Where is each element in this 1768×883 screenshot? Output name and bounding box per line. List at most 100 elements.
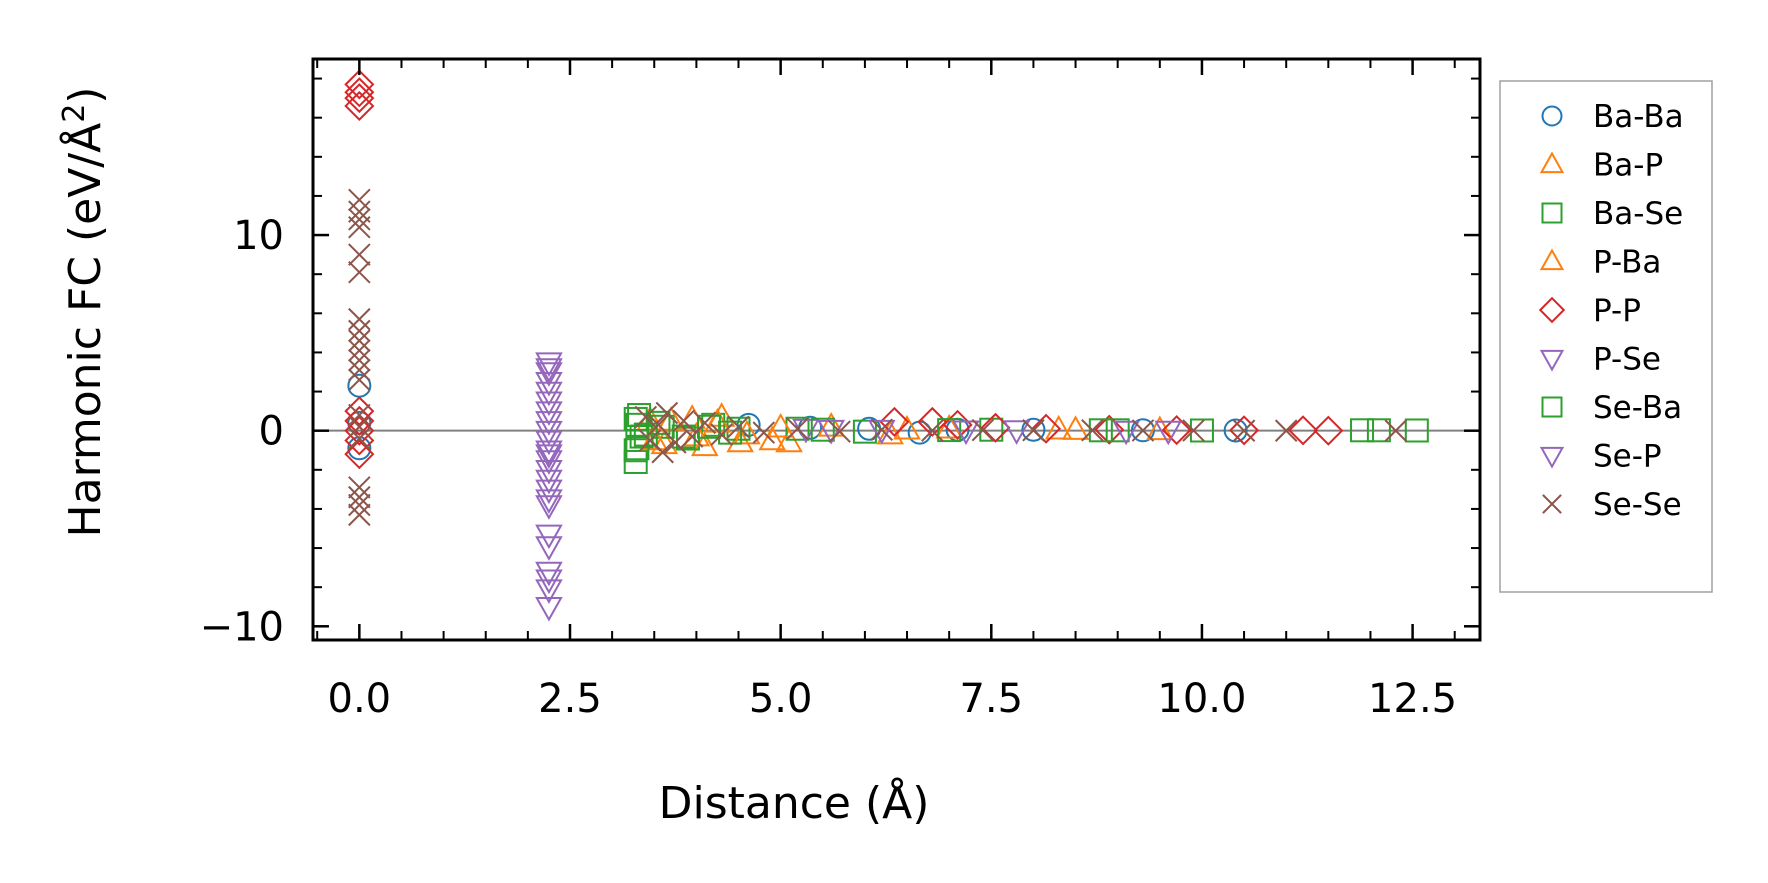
legend-label: Se-P [1593, 439, 1662, 475]
data-point [535, 444, 563, 469]
data-point [752, 421, 776, 444]
data-point [710, 423, 733, 446]
data-point [625, 436, 650, 461]
data-point [664, 431, 687, 454]
data-point [348, 307, 371, 331]
legend-marker [1541, 396, 1563, 418]
data-point [344, 439, 375, 470]
legend-marker [1542, 494, 1562, 514]
legend: Ba-Ba Ba-P Ba-Se P-Ba P-P P-Se Se-Ba Se-P Se-Se [1499, 80, 1713, 593]
data-point [727, 415, 750, 439]
data-point [785, 416, 810, 441]
data-point [672, 409, 696, 433]
series-se-se [348, 188, 1408, 527]
data-point [535, 536, 563, 561]
legend-label: Ba-Ba [1593, 99, 1684, 135]
data-point [1021, 417, 1046, 442]
legend-label: P-P [1593, 293, 1641, 329]
series-se-p [535, 358, 1140, 514]
data-point [348, 260, 371, 284]
data-point [786, 417, 809, 440]
data-point [646, 410, 671, 435]
data-point [344, 69, 375, 100]
legend-marker [1538, 296, 1566, 324]
data-point [1223, 418, 1248, 443]
y-tick-labels: −10 0 10 [200, 213, 284, 650]
data-point [651, 440, 674, 464]
data-point [1061, 415, 1090, 440]
data-point [535, 579, 563, 604]
legend-label: P-Se [1593, 342, 1661, 378]
data-point [1130, 418, 1155, 443]
data-point [348, 329, 371, 352]
data-point [344, 77, 375, 108]
data-point [348, 243, 371, 266]
data-point [655, 401, 679, 425]
data-point [535, 596, 563, 622]
x-axis-title: Distance (Å) [659, 776, 930, 829]
data-point [348, 493, 371, 517]
data-point [1229, 415, 1260, 446]
data-point [671, 424, 696, 449]
data-point [535, 561, 563, 587]
data-point [817, 419, 846, 445]
data-point [942, 409, 973, 440]
data-point [348, 348, 371, 372]
legend-marker [1541, 202, 1563, 224]
y-tick-label: −10 [200, 604, 284, 650]
data-point [348, 476, 371, 499]
data-point [921, 419, 944, 442]
series-p-se [535, 352, 1183, 622]
legend-marker [1541, 105, 1563, 127]
data-point [1094, 414, 1125, 445]
data-point [1044, 414, 1073, 440]
x-tick-label: 2.5 [538, 676, 602, 722]
data-point [1384, 419, 1408, 442]
data-point [1088, 418, 1113, 443]
data-point [344, 90, 375, 122]
x-tick-label: 5.0 [749, 676, 813, 722]
legend-marker [1539, 248, 1565, 271]
legend-label: P-Ba [1593, 245, 1661, 281]
data-point [1350, 418, 1375, 443]
data-point [828, 420, 851, 443]
x-tick-label: 7.5 [959, 676, 1023, 722]
data-point [1112, 420, 1140, 446]
x-tick-label: 12.5 [1368, 676, 1457, 722]
data-point [917, 406, 948, 437]
data-point [971, 418, 995, 442]
data-point [935, 413, 963, 439]
y-tick-label: 10 [233, 213, 284, 259]
data-point [1182, 419, 1205, 442]
data-point [1313, 415, 1344, 446]
data-point [348, 368, 371, 392]
legend-label: Se-Se [1593, 487, 1682, 523]
data-point [1232, 419, 1256, 442]
data-point [348, 485, 371, 509]
data-point [348, 188, 371, 212]
data-points [344, 69, 1429, 622]
data-point [1031, 413, 1062, 444]
data-point [348, 215, 371, 239]
data-point [348, 403, 371, 427]
data-point [535, 358, 563, 383]
data-point [937, 418, 962, 443]
legend-label: Se-Ba [1593, 390, 1682, 426]
y-axis-title-superscript: 2 [57, 104, 92, 123]
data-point [1081, 419, 1104, 442]
data-point [348, 208, 371, 231]
data-point [348, 319, 371, 343]
data-point [344, 415, 375, 446]
y-axis-title: Harmonic FC (eV/Å2) [57, 87, 111, 538]
data-point [1022, 419, 1045, 442]
y-axis-title-close: ) [60, 87, 111, 104]
data-point [1002, 420, 1031, 445]
data-point [758, 425, 787, 451]
data-point [1366, 418, 1391, 443]
x-tick-label: 10.0 [1157, 676, 1246, 722]
data-point [1154, 420, 1183, 446]
data-point [348, 339, 371, 362]
data-point [810, 417, 835, 442]
